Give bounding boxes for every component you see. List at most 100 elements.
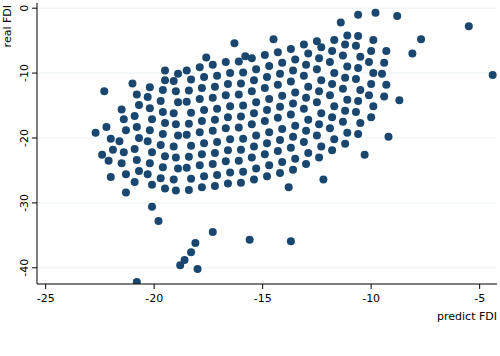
point — [300, 138, 308, 146]
point — [226, 135, 234, 143]
point — [291, 155, 299, 163]
point — [133, 278, 141, 284]
point — [313, 131, 321, 139]
point — [172, 187, 180, 195]
point — [265, 95, 273, 103]
point — [187, 142, 195, 150]
point — [194, 265, 202, 273]
point — [315, 87, 323, 95]
point — [185, 153, 193, 161]
point — [302, 127, 310, 135]
point — [211, 116, 219, 124]
point — [133, 123, 141, 131]
point — [380, 92, 388, 100]
point — [250, 142, 258, 150]
point — [222, 91, 230, 99]
point — [265, 62, 273, 70]
point — [174, 98, 182, 106]
point — [133, 91, 141, 99]
point — [202, 54, 210, 62]
point — [465, 22, 473, 30]
point — [170, 176, 178, 184]
point — [122, 188, 130, 196]
point — [287, 144, 295, 152]
point — [408, 50, 416, 58]
y-tick — [32, 137, 37, 138]
y-tick — [32, 202, 37, 203]
grid-line — [37, 8, 497, 9]
point — [213, 72, 221, 80]
point — [369, 36, 377, 44]
point — [237, 113, 245, 121]
point — [276, 136, 284, 144]
y-tick-label: 0 — [18, 5, 31, 12]
point — [183, 66, 191, 74]
point — [237, 179, 245, 187]
point — [170, 77, 178, 85]
point — [157, 141, 165, 149]
point — [170, 142, 178, 150]
point — [278, 92, 286, 100]
point — [315, 54, 323, 62]
point — [222, 124, 230, 132]
point — [395, 96, 403, 104]
point — [330, 36, 338, 44]
point — [100, 87, 108, 95]
point — [239, 102, 247, 110]
point — [276, 70, 284, 78]
point — [270, 35, 278, 43]
x-tick — [479, 284, 480, 289]
point — [313, 37, 321, 45]
x-axis-label: predict FDI — [437, 310, 497, 323]
point — [196, 161, 204, 169]
point — [352, 42, 360, 50]
point — [239, 68, 247, 76]
point — [265, 128, 273, 136]
point — [289, 100, 297, 108]
y-tick — [32, 8, 37, 9]
x-tick-label: -5 — [474, 292, 485, 305]
point — [300, 105, 308, 113]
point — [304, 83, 312, 91]
point — [330, 102, 338, 110]
point — [122, 126, 130, 134]
point — [248, 120, 256, 128]
point — [393, 12, 401, 20]
point — [276, 103, 284, 111]
point — [209, 61, 217, 69]
point — [263, 172, 271, 180]
point — [291, 89, 299, 97]
points — [92, 9, 497, 284]
point — [385, 133, 393, 141]
point — [198, 183, 206, 191]
point — [235, 157, 243, 165]
point — [302, 61, 310, 69]
point — [235, 57, 243, 65]
point — [196, 128, 204, 136]
point — [159, 163, 167, 171]
point — [313, 65, 321, 73]
point — [317, 109, 325, 117]
point — [278, 158, 286, 166]
y-axis-label: real FDI — [1, 5, 14, 47]
point — [148, 203, 156, 211]
point — [289, 166, 297, 174]
point — [248, 54, 256, 62]
point — [367, 80, 375, 88]
point — [319, 176, 327, 184]
point — [161, 66, 169, 74]
point — [174, 131, 182, 139]
point — [263, 106, 271, 114]
point — [133, 156, 141, 164]
point — [261, 84, 269, 92]
point — [174, 164, 182, 172]
point — [328, 113, 336, 121]
point — [235, 91, 243, 99]
point — [120, 148, 128, 156]
point — [196, 95, 204, 103]
point — [356, 86, 364, 94]
point — [328, 47, 336, 55]
point — [354, 97, 362, 105]
point — [326, 91, 334, 99]
point — [128, 79, 136, 87]
